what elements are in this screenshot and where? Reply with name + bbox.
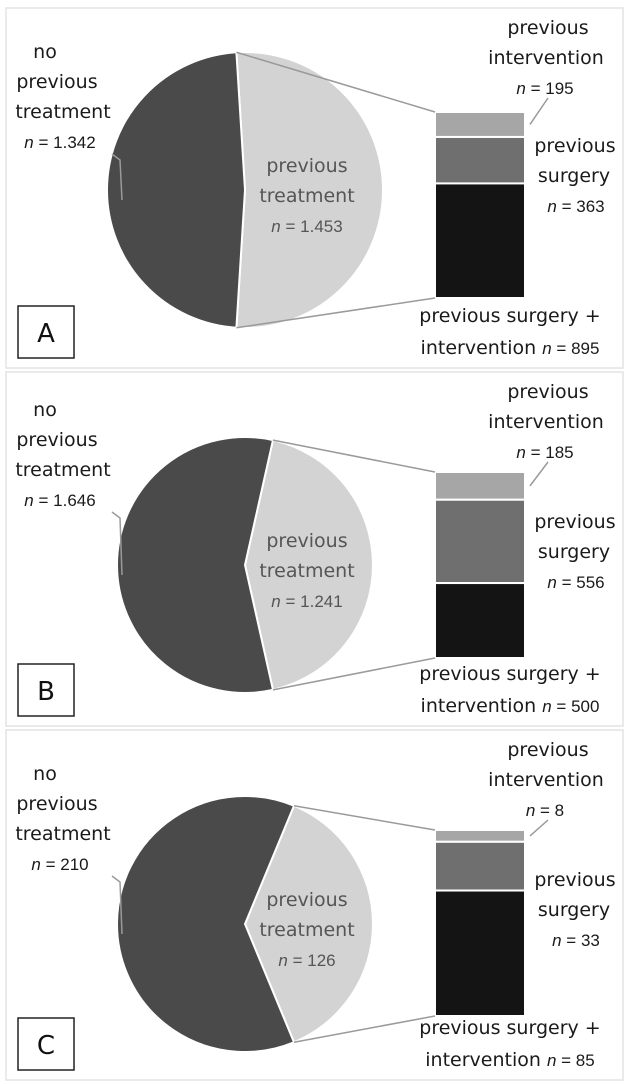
label-previous-treatment: previous treatment n = 126 bbox=[259, 889, 354, 970]
panel-frame bbox=[5, 729, 624, 1081]
pie-slice-no-previous-treatment bbox=[116, 436, 275, 694]
pie-slice-previous-treatment bbox=[235, 51, 384, 329]
leader-no-previous-treatment bbox=[111, 153, 123, 201]
panel-frame bbox=[5, 371, 624, 727]
label-previous-intervention: previous intervention n = 8 bbox=[488, 739, 604, 820]
bar-segment-surgery-and-intervention bbox=[434, 889, 526, 1017]
panel-b: no previous treatment n = 1.646 previous trea… bbox=[5, 371, 624, 727]
connector-top bbox=[293, 805, 436, 831]
panel-letter: A bbox=[37, 319, 55, 349]
label-surgery-and-intervention: previous surgery + intervention n = 895 bbox=[419, 305, 600, 359]
pie-slice-no-previous-treatment bbox=[106, 51, 247, 329]
label-previous-surgery: previous surgery n = 33 bbox=[534, 869, 615, 950]
label-previous-surgery: previous surgery n = 363 bbox=[534, 135, 615, 216]
connector-bottom bbox=[236, 297, 436, 329]
pie-slice-previous-treatment bbox=[243, 804, 375, 1044]
bar-segment-surgery-and-intervention bbox=[434, 582, 526, 659]
label-previous-intervention: previous intervention n = 185 bbox=[488, 381, 604, 462]
panel-letter-box bbox=[17, 305, 75, 359]
connector-bottom bbox=[293, 1015, 436, 1043]
leader-no-previous-treatment bbox=[111, 511, 123, 576]
panel-letter-box bbox=[17, 1017, 75, 1071]
connector-top bbox=[236, 51, 436, 113]
label-previous-intervention: previous intervention n = 195 bbox=[488, 17, 604, 98]
leader-previous-intervention bbox=[529, 97, 549, 125]
connector-top bbox=[272, 439, 436, 473]
panel-letter-box bbox=[17, 663, 75, 717]
label-previous-treatment: previous treatment n = 1.241 bbox=[259, 530, 354, 611]
label-previous-treatment: previous treatment n = 1.453 bbox=[259, 155, 354, 236]
bar-segment-previous-surgery bbox=[434, 135, 526, 185]
bar-segment-previous-intervention bbox=[434, 111, 526, 138]
label-no-previous-treatment: no previous treatment n = 1.342 bbox=[15, 41, 110, 152]
connector-bottom bbox=[272, 657, 436, 691]
label-previous-surgery: previous surgery n = 556 bbox=[534, 511, 615, 592]
bar-segment-previous-surgery bbox=[434, 840, 526, 892]
label-surgery-and-intervention: previous surgery + intervention n = 500 bbox=[419, 663, 600, 717]
panel-c: no previous treatment n = 210 previous treatm… bbox=[5, 729, 624, 1081]
bar-segment-surgery-and-intervention bbox=[434, 182, 526, 299]
panel-letter: B bbox=[37, 677, 55, 707]
panel-a: no previous treatment n = 1.342 previous trea… bbox=[5, 7, 624, 369]
label-no-previous-treatment: no previous treatment n = 1.646 bbox=[15, 399, 110, 510]
label-no-previous-treatment: no previous treatment n = 210 bbox=[15, 763, 110, 874]
panel-letter: C bbox=[37, 1031, 55, 1061]
leader-no-previous-treatment bbox=[111, 875, 123, 935]
bar-segment-previous-surgery bbox=[434, 498, 526, 585]
leader-previous-intervention bbox=[529, 461, 549, 487]
bar-segment-previous-intervention bbox=[434, 829, 526, 843]
panel-frame bbox=[5, 7, 624, 369]
bar-segment-previous-intervention bbox=[434, 471, 526, 501]
pie-slice-previous-treatment bbox=[243, 438, 374, 692]
leader-previous-intervention bbox=[529, 819, 549, 837]
label-surgery-and-intervention: previous surgery + intervention n = 85 bbox=[419, 1017, 600, 1071]
pie-slice-no-previous-treatment bbox=[116, 795, 296, 1053]
